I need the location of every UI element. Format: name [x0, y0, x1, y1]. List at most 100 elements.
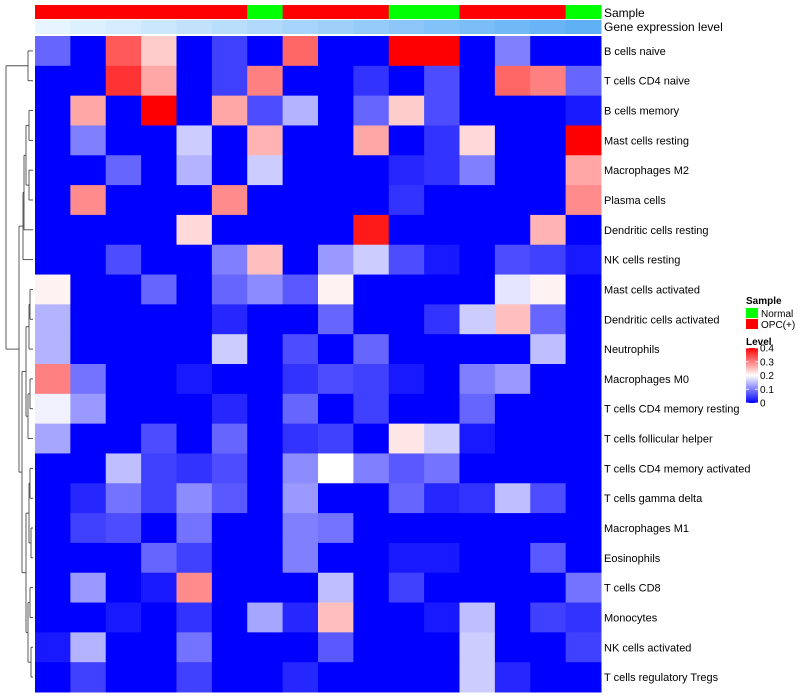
heatmap-cell: [247, 334, 284, 365]
heatmap-cell: [494, 155, 531, 186]
heatmap-cell: [565, 274, 602, 305]
heatmap-cell: [247, 393, 284, 425]
legend-swatch-opc: [746, 319, 758, 329]
heatmap-cell: [211, 274, 248, 305]
heatmap-cell: [318, 36, 354, 67]
heatmap-cell: [353, 65, 390, 97]
heatmap-cell: [35, 304, 71, 335]
row-label: NK cells resting: [604, 255, 680, 267]
heatmap-cell: [105, 304, 142, 335]
heatmap-cell: [353, 214, 390, 246]
heatmap-cell: [494, 513, 531, 544]
row-labels: B cells naive T cells CD4 naive B cells me…: [604, 46, 751, 684]
sample-annotation-cell: [424, 5, 460, 19]
heatmap-cell: [211, 572, 248, 604]
heatmap-cell: [211, 602, 248, 633]
heatmap-cell: [282, 95, 319, 126]
heatmap-cell: [35, 483, 71, 514]
heatmap-cell: [424, 155, 460, 186]
heatmap-cell: [282, 483, 319, 514]
heatmap-cell: [247, 155, 284, 186]
sample-annotation-cell: [141, 5, 177, 19]
level-tick-label: 0.3: [760, 357, 774, 368]
heatmap-cell: [318, 185, 354, 216]
heatmap-cell: [530, 36, 567, 67]
heatmap-cell: [141, 483, 177, 514]
heatmap-cell: [70, 542, 107, 574]
heatmap-cell: [211, 542, 248, 574]
heatmap-cell: [388, 632, 425, 663]
heatmap-cell: [176, 155, 213, 186]
heatmap-cell: [424, 423, 460, 454]
heatmap-cell: [176, 95, 213, 126]
heatmap-cell: [424, 364, 460, 395]
heatmap-cell: [70, 453, 107, 484]
heatmap-cell: [388, 453, 425, 484]
heatmap-cell: [282, 662, 319, 693]
heatmap-cell: [565, 65, 602, 97]
expression-annotation-cell: [247, 20, 284, 34]
heatmap-cell: [565, 453, 602, 484]
heatmap-cell: [565, 423, 602, 454]
heatmap-cell: [247, 36, 284, 67]
heatmap-cell: [388, 602, 425, 633]
heatmap-cell: [530, 244, 567, 276]
heatmap-cell: [211, 632, 248, 663]
heatmap-cell: [105, 364, 142, 395]
heatmap-cell: [105, 274, 142, 305]
heatmap-cell: [211, 155, 248, 186]
heatmap-cell: [494, 602, 531, 633]
heatmap-cell: [70, 274, 107, 305]
heatmap-cell: [565, 513, 602, 544]
heatmap-cell: [247, 572, 284, 604]
heatmap-cell: [388, 334, 425, 365]
heatmap-cell: [105, 244, 142, 276]
heatmap-cell: [176, 36, 213, 67]
heatmap-cell: [494, 632, 531, 663]
sample-annotation-bar: [35, 5, 602, 19]
heatmap-cell: [494, 36, 531, 67]
heatmap-cell: [565, 393, 602, 425]
heatmap-cell: [176, 334, 213, 365]
heatmap-cell: [105, 572, 142, 604]
heatmap-cell: [105, 423, 142, 454]
level-tick-label: 0: [760, 399, 766, 410]
heatmap-cell: [424, 125, 460, 156]
heatmap-cell: [530, 542, 567, 574]
heatmap-cell: [459, 483, 496, 514]
heatmap-cell: [459, 65, 496, 97]
heatmap-cell: [353, 542, 390, 574]
heatmap-cell: [424, 662, 460, 693]
row-label: Monocytes: [604, 612, 658, 624]
heatmap-cell: [247, 65, 284, 97]
heatmap-cell: [176, 542, 213, 574]
row-label: Macrophages M0: [604, 374, 689, 386]
heatmap-cell: [388, 274, 425, 305]
heatmap-cell: [247, 364, 284, 395]
heatmap-cell: [388, 483, 425, 514]
heatmap-cell: [282, 274, 319, 305]
row-label: Plasma cells: [604, 195, 666, 207]
heatmap-cell: [105, 155, 142, 186]
heatmap-cell: [424, 393, 460, 425]
heatmap-cells: [35, 36, 602, 693]
row-label: Dendritic cells activated: [604, 314, 720, 326]
heatmap-cell: [176, 65, 213, 97]
expression-annotation-cell: [494, 20, 531, 34]
heatmap-cell: [459, 95, 496, 126]
heatmap-cell: [459, 214, 496, 246]
heatmap-cell: [353, 662, 390, 693]
heatmap-cell: [282, 214, 319, 246]
heatmap-cell: [105, 125, 142, 156]
heatmap-cell: [105, 632, 142, 663]
heatmap-cell: [494, 542, 531, 574]
heatmap-cell: [565, 185, 602, 216]
row-label: T cells CD4 memory resting: [604, 404, 740, 416]
heatmap-cell: [459, 393, 496, 425]
heatmap-cell: [565, 662, 602, 693]
heatmap-cell: [318, 364, 354, 395]
heatmap-cell: [388, 304, 425, 335]
sample-annotation-cell: [105, 5, 142, 19]
heatmap-cell: [70, 95, 107, 126]
heatmap-cell: [211, 662, 248, 693]
